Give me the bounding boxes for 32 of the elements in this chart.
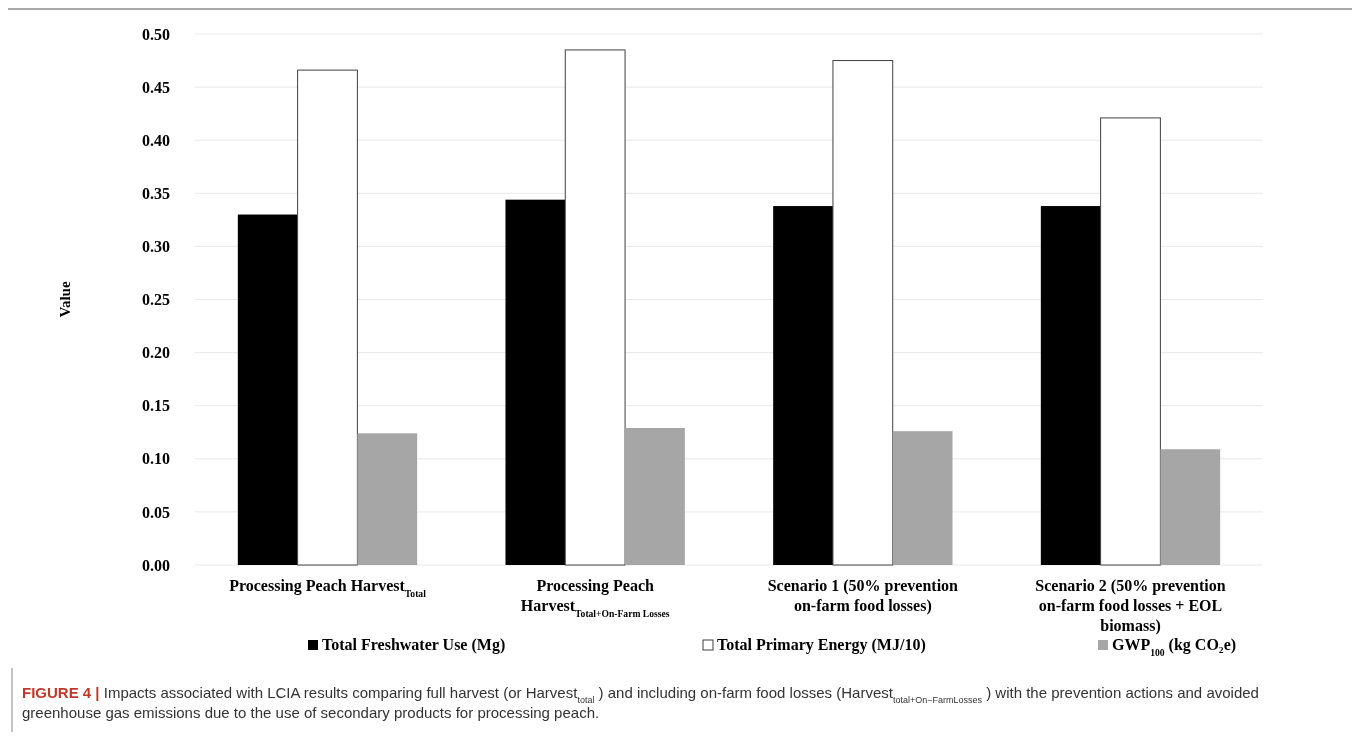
legend-label: Total Primary Energy (MJ/10) — [717, 636, 926, 654]
bar — [1100, 117, 1161, 566]
bar — [832, 60, 894, 566]
y-tick-label: 0.00 — [142, 556, 170, 574]
category-label: Scenario 1 (50% prevention on-farm food losses) — [767, 577, 959, 614]
legend-label: Total Freshwater Use (Mg) — [322, 636, 506, 654]
bar — [1040, 206, 1101, 565]
y-tick-label: 0.15 — [142, 397, 170, 415]
bar — [297, 69, 358, 566]
bar — [564, 49, 626, 566]
text: FIGURE 4 | Impacts associated with LCIA results comparing full harvest (or Harvest$_{total}$) and including on-farm food losses (Harvest$_{total+On−FarmLosses}$) with the prevention actions and avoided greenhouse gas emissions due to the use of secondary products for processing peach. — [22, 684, 1259, 721]
y-tick-label: 0.05 — [142, 503, 170, 521]
y-tick-label: 0.45 — [142, 78, 170, 96]
category-label: Scenario 2 (50% prevention on-farm food losses + EOL biomass) — [1035, 577, 1226, 634]
legend-label: GWP$_{100}$ (kg CO₂e) — [1112, 636, 1237, 658]
bar — [1160, 449, 1221, 565]
bar — [625, 428, 685, 565]
bar — [505, 199, 566, 565]
bar — [892, 431, 953, 565]
y-tick-label: 0.50 — [142, 25, 170, 43]
category-label: Processing Peach Harvest$_{Total+On-Farm Losses}$ — [520, 577, 670, 619]
y-tick-label: 0.25 — [142, 291, 170, 309]
bar — [357, 433, 418, 565]
x-tick-label: Processing Peach Harvest$_{Total}$ — [229, 577, 427, 599]
y-tick-label: 0.10 — [142, 450, 170, 468]
y-tick-label: 0.20 — [142, 344, 170, 362]
y-tick-label: 0.40 — [142, 131, 170, 149]
y-tick-label: 0.30 — [142, 238, 170, 255]
bar — [773, 206, 833, 565]
y-axis-title: Value — [57, 281, 73, 318]
y-tick-label: 0.35 — [142, 184, 170, 202]
bar — [237, 214, 298, 565]
